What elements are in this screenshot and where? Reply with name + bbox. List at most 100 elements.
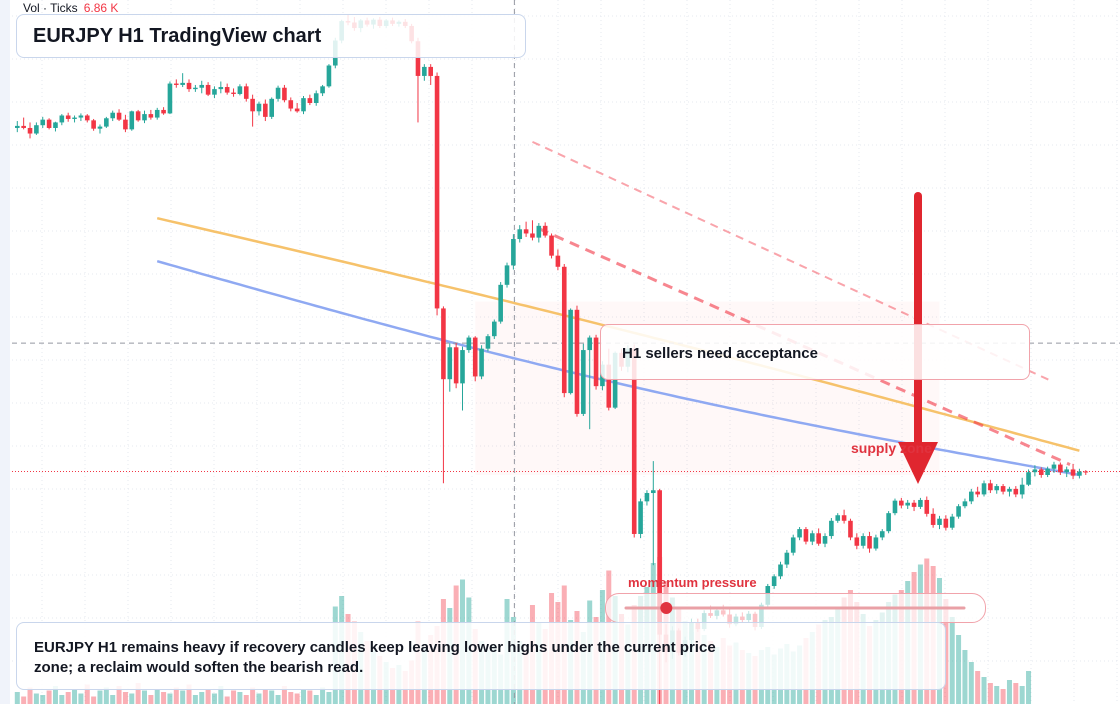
candle-body (193, 87, 198, 90)
candle-body (129, 111, 135, 130)
candle-body (638, 501, 643, 534)
volume-bar (975, 671, 981, 704)
candle-body (460, 350, 465, 384)
candle-body (174, 83, 179, 85)
volume-legend-label: Vol · Ticks (23, 1, 78, 15)
volume-bar (237, 692, 243, 704)
volume-bar (294, 693, 300, 704)
candle-body (860, 536, 866, 546)
candle-body (581, 350, 586, 414)
candle-body (428, 66, 433, 76)
candle-body (829, 520, 834, 537)
candle-body (530, 233, 535, 238)
candle-body (561, 266, 567, 394)
summary-text: EURJPY H1 remains heavy if recovery cand… (34, 639, 716, 676)
volume-bar (110, 695, 116, 704)
volume-bar (243, 695, 249, 704)
candle-body (269, 98, 274, 117)
candle-body (892, 500, 898, 514)
candle-body (326, 65, 332, 87)
candle-body (593, 337, 599, 387)
volume-bar (956, 635, 962, 704)
momentum-gauge[interactable] (605, 593, 986, 623)
volume-bar (65, 692, 71, 704)
candle-body (479, 348, 484, 377)
candle-body (1045, 468, 1050, 475)
volume-bar (1026, 671, 1032, 704)
candle-body (1058, 464, 1063, 473)
candle-body (612, 352, 618, 408)
title-card: EURJPY H1 TradingView chart (16, 14, 526, 58)
candle-body (536, 225, 542, 238)
candle-body (498, 284, 503, 322)
candle-body (237, 86, 243, 94)
volume-bar (91, 696, 97, 704)
candle-body (854, 537, 860, 546)
candle-body (962, 501, 968, 507)
volume-bar (78, 693, 84, 704)
candle-body (504, 265, 510, 285)
candle-body (511, 239, 516, 266)
momentum-label: momentum pressure (628, 575, 757, 590)
candle-body (422, 66, 427, 76)
candle-body (517, 229, 523, 240)
candle-body (969, 491, 974, 502)
candle-body (301, 98, 306, 112)
candle-body (606, 364, 612, 408)
candle-body (231, 92, 236, 94)
candle-body (34, 125, 39, 134)
volume-bar (218, 686, 224, 704)
candle-body (142, 114, 147, 121)
candle-body (466, 337, 472, 351)
candle-body (555, 255, 561, 267)
volume-bar (116, 686, 122, 704)
volume-bar (281, 686, 287, 704)
candle-body (447, 347, 453, 380)
candle-body (59, 115, 65, 123)
supply-zone-label: supply zone (851, 440, 932, 456)
volume-bar (84, 684, 90, 704)
momentum-knob[interactable] (660, 602, 673, 614)
volume-bar (313, 695, 319, 704)
volume-bar (224, 696, 230, 704)
candle-body (1007, 488, 1012, 492)
summary-card: EURJPY H1 remains heavy if recovery cand… (16, 622, 946, 690)
down-arrow-head (898, 442, 938, 484)
candle-body (937, 518, 942, 525)
volume-bar (52, 686, 58, 704)
candle-body (472, 337, 478, 377)
volume-bar (288, 692, 294, 704)
candle-body (1038, 469, 1044, 475)
volume-bar (949, 617, 955, 704)
candle-body (212, 89, 217, 95)
candle-body (905, 502, 910, 506)
volume-bar (301, 689, 306, 704)
candle-body (485, 336, 491, 349)
candle-body (180, 82, 185, 85)
volume-bar (1000, 689, 1006, 704)
candle-body (78, 115, 84, 118)
candle-body (135, 111, 141, 121)
candle-body (841, 515, 847, 521)
candle-body (835, 515, 841, 521)
volume-bar (968, 662, 974, 704)
candle-body (161, 109, 166, 114)
candle-body (53, 122, 58, 128)
candle-body (975, 491, 980, 495)
candle-body (263, 103, 268, 117)
candle-body (307, 98, 313, 103)
candle-body (1051, 464, 1057, 469)
volume-bar (21, 696, 27, 704)
candle-body (918, 499, 923, 507)
candle-body (104, 118, 109, 127)
note-card: H1 sellers need acceptance (600, 324, 1030, 380)
candle-body (224, 87, 230, 93)
candle-body (1077, 471, 1082, 476)
momentum-track (624, 602, 966, 614)
volume-bar (192, 695, 198, 704)
volume-legend: Vol · Ticks 6.86 K (23, 1, 118, 15)
overlay-layer (898, 192, 938, 484)
volume-bar (180, 690, 186, 704)
volume-bar (326, 692, 332, 704)
candle-body (282, 87, 287, 101)
